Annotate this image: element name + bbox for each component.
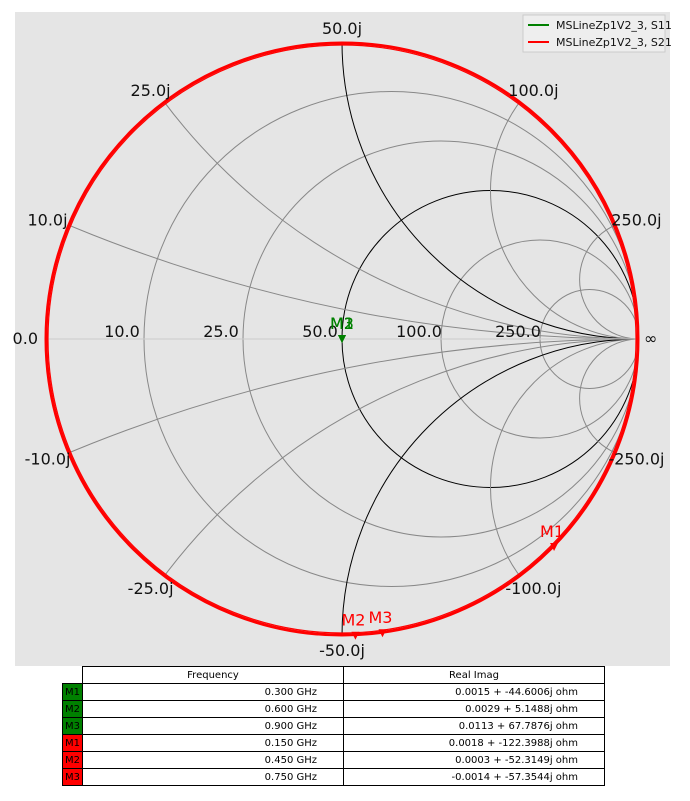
table-row: M3 0.750 GHz -0.0014 + -57.3544j ohm — [62, 768, 605, 786]
imag-tick-label: 250.0j — [611, 210, 661, 229]
table-corner — [63, 667, 83, 684]
imag-tick-label: -25.0j — [128, 579, 174, 598]
legend: MSLineZp1V2_3, S11 MSLineZp1V2_3, S21 — [522, 14, 672, 53]
marker-label: M3 — [369, 608, 393, 627]
marker-triangle — [550, 542, 559, 551]
imag-tick-label: 50.0j — [322, 19, 362, 38]
cell-frequency: 0.450 GHz — [82, 751, 344, 769]
row-label: M3 — [62, 717, 83, 735]
table-row: M2 0.450 GHz 0.0003 + -52.3149j ohm — [62, 751, 605, 769]
reactance-arc--100.0j — [490, 338, 639, 636]
marker-s21-m2: M2 — [341, 611, 365, 640]
cell-real-imag: 0.0029 + 5.1488j ohm — [343, 700, 605, 718]
legend-label-s11: MSLineZp1V2_3, S11 — [556, 19, 672, 32]
table-row: M1 0.300 GHz 0.0015 + -44.6006j ohm — [62, 683, 605, 701]
row-label: M3 — [62, 768, 83, 786]
cell-real-imag: 0.0018 + -122.3988j ohm — [343, 734, 605, 752]
imag-tick-label: -50.0j — [319, 641, 365, 660]
column-header-frequency: Frequency — [82, 666, 344, 684]
cell-frequency: 0.150 GHz — [82, 734, 344, 752]
column-header-real-imag: Real Imag — [343, 666, 605, 684]
cell-real-imag: 0.0113 + 67.7876j ohm — [343, 717, 605, 735]
marker-s21-m1: M1 — [540, 522, 564, 551]
marker-s21-m3: M3 — [369, 608, 393, 638]
real-tick-label: 100.0 — [396, 322, 442, 341]
row-label: M1 — [62, 683, 83, 701]
row-label: M1 — [62, 734, 83, 752]
tick-labels: 0.0 10.0 25.0 50.0 100.0 250.0 ∞ 50.0j 25.0j 100.… — [13, 19, 665, 660]
real-tick-label: ∞ — [644, 329, 657, 348]
cell-frequency: 0.750 GHz — [82, 768, 344, 786]
trace-s11 — [47, 44, 637, 634]
marker-table: Frequency Real Imag M1 0.300 GHz 0.0015 … — [62, 666, 605, 786]
imag-tick-label: -100.0j — [505, 579, 561, 598]
marker-triangle — [378, 629, 387, 638]
imag-tick-label: -10.0j — [25, 450, 71, 469]
real-tick-label: 250.0 — [495, 322, 541, 341]
table-row: M3 0.900 GHz 0.0113 + 67.7876j ohm — [62, 717, 605, 735]
reactance-arc-100.0j — [490, 42, 639, 340]
real-tick-label: 25.0 — [203, 322, 239, 341]
table-row: M1 0.150 GHz 0.0018 + -122.3988j ohm — [62, 734, 605, 752]
row-label: M2 — [62, 751, 83, 769]
cell-real-imag: 0.0015 + -44.6006j ohm — [343, 683, 605, 701]
marker-label: M2 — [330, 314, 354, 333]
cell-frequency: 0.300 GHz — [82, 683, 344, 701]
table-row: M2 0.600 GHz 0.0029 + 5.1488j ohm — [62, 700, 605, 718]
smith-chart: 0.0 10.0 25.0 50.0 100.0 250.0 ∞ 50.0j 25.0j 100.… — [13, 12, 672, 666]
trace-layer — [44, 41, 640, 637]
real-tick-label: 0.0 — [13, 329, 38, 348]
cell-real-imag: -0.0014 + -57.3544j ohm — [343, 768, 605, 786]
marker-label: M1 — [540, 522, 564, 541]
real-tick-label: 10.0 — [104, 322, 140, 341]
marker-label: M1 — [330, 314, 354, 333]
imag-tick-label: -250.0j — [608, 450, 664, 469]
legend-box — [522, 14, 666, 53]
cell-frequency: 0.600 GHz — [82, 700, 344, 718]
trace-s21 — [44, 41, 640, 637]
cell-frequency: 0.900 GHz — [82, 717, 344, 735]
real-tick-label: 50.0 — [302, 322, 338, 341]
marker-label: M3 — [330, 314, 354, 333]
legend-label-s21: MSLineZp1V2_3, S21 — [556, 36, 672, 49]
marker-s11-m3: M3 — [330, 314, 354, 343]
table-header-row: Frequency Real Imag — [63, 666, 605, 684]
imag-tick-label: 10.0j — [27, 210, 67, 229]
imag-tick-label: 25.0j — [131, 81, 171, 100]
row-label: M2 — [62, 700, 83, 718]
cell-real-imag: 0.0003 + -52.3149j ohm — [343, 751, 605, 769]
marker-triangle — [351, 631, 360, 640]
marker-label: M2 — [341, 611, 365, 630]
imag-tick-label: 100.0j — [508, 81, 558, 100]
marker-triangle — [338, 335, 346, 343]
